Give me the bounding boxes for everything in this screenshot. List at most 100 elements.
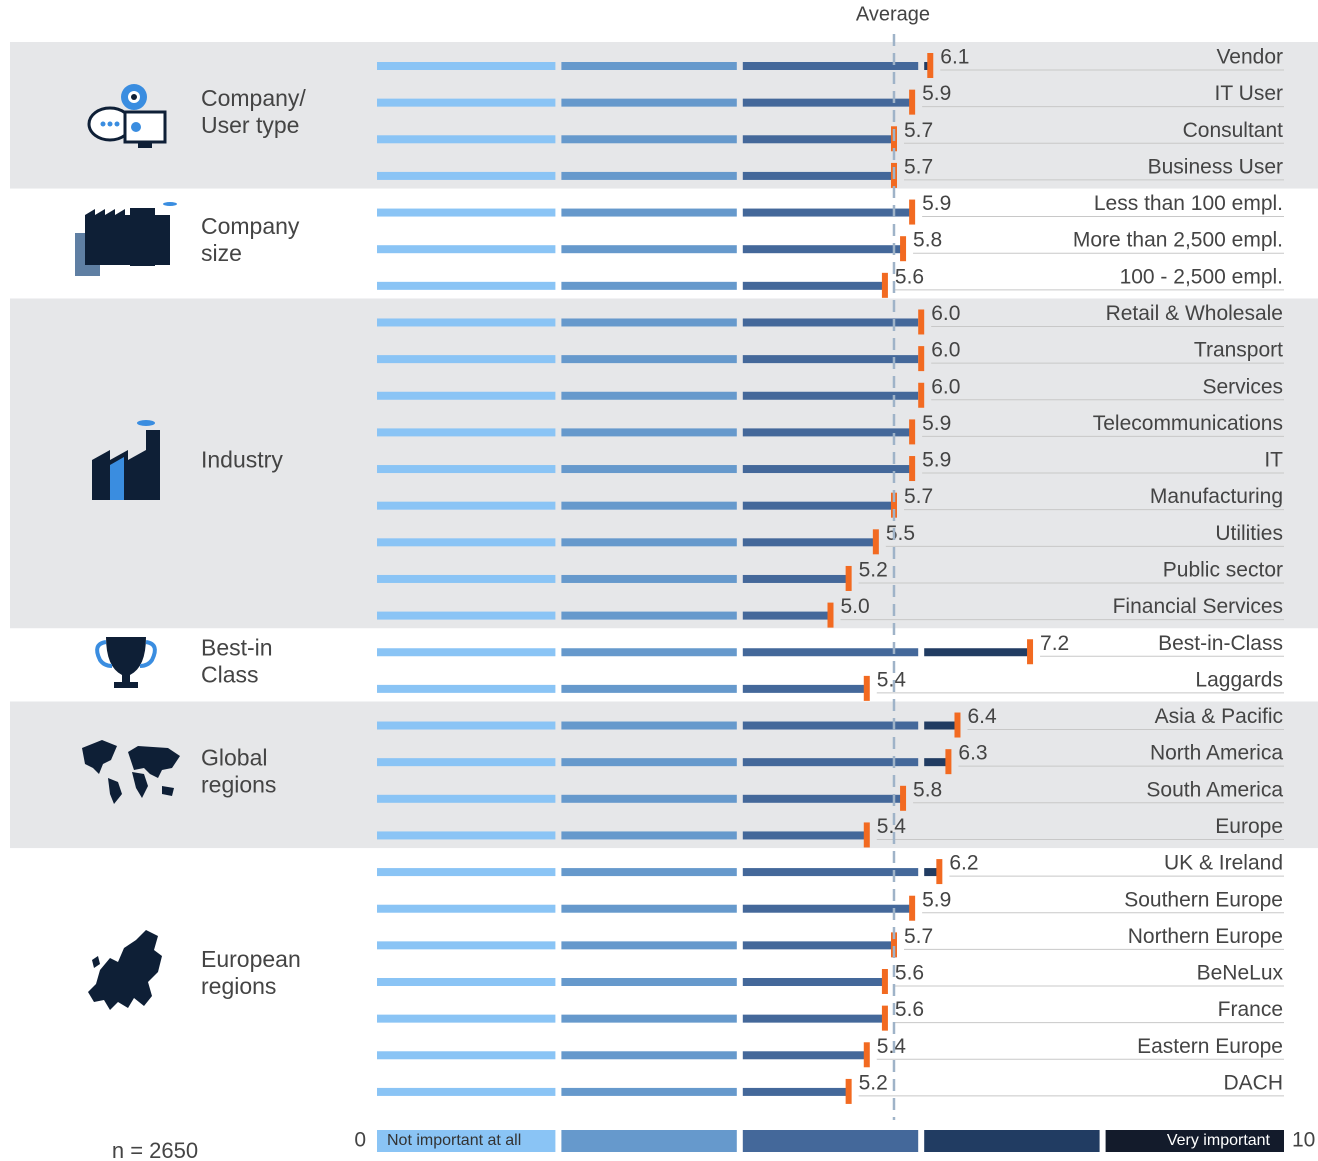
x-tick-label: 0 [354, 1129, 366, 1152]
bar-segment [377, 428, 556, 437]
category-label: Telecommunications [1093, 412, 1283, 435]
legend-label: Very important [1167, 1132, 1271, 1149]
bar-segment [377, 391, 556, 400]
bar-segment [742, 391, 919, 400]
bar-segment [377, 538, 556, 547]
bar-segment [561, 208, 737, 217]
value-label: 5.7 [904, 155, 933, 178]
category-label: Business User [1148, 155, 1283, 178]
category-label: Financial Services [1113, 595, 1283, 618]
bar-segment [377, 648, 556, 657]
bar-segment [742, 538, 876, 547]
bar-segment [377, 1014, 556, 1023]
note: n = 2650 [112, 1138, 198, 1161]
bar [377, 868, 940, 877]
category-label: Asia & Pacific [1155, 705, 1283, 728]
bar-segment [377, 868, 556, 877]
legend-label: Not important at all [387, 1132, 521, 1149]
group-label: regions [201, 973, 276, 999]
icon-industry [92, 420, 160, 500]
value-marker [863, 822, 870, 848]
value-marker [909, 456, 916, 482]
bar [377, 978, 885, 986]
bar [377, 648, 1031, 657]
category-label: France [1218, 998, 1283, 1021]
bar-segment [377, 794, 556, 803]
bar-segment [742, 465, 913, 474]
bar-segment [561, 794, 737, 803]
bar [377, 904, 913, 913]
group-label: Class [201, 661, 259, 687]
category-label: Northern Europe [1128, 925, 1283, 948]
group-label: European [201, 946, 301, 972]
value-label: 5.8 [913, 229, 942, 252]
value-marker [890, 492, 897, 518]
value-marker [909, 199, 916, 225]
value-label: 5.4 [877, 815, 907, 838]
value-label: 5.0 [841, 595, 870, 618]
bar [377, 538, 876, 547]
bar-segment [377, 1051, 556, 1060]
category-label: DACH [1223, 1071, 1283, 1094]
bar-segment [561, 831, 737, 840]
value-label: 5.2 [859, 559, 888, 582]
value-label: 5.6 [895, 962, 924, 985]
bar-segment [377, 355, 556, 364]
bar-segment [377, 318, 556, 327]
bar-segment [742, 684, 867, 693]
bar-segment [742, 868, 919, 877]
group-label: Company/ [201, 85, 306, 111]
value-label: 6.0 [931, 302, 960, 325]
bar-segment [561, 465, 737, 474]
bar-segment [561, 941, 737, 950]
value-label: 6.0 [931, 339, 960, 362]
bar-segment [924, 868, 940, 877]
bar-segment [742, 171, 894, 180]
value-marker [845, 1078, 852, 1104]
icon-europe [88, 930, 162, 1010]
bar [377, 135, 894, 144]
bar [377, 171, 894, 180]
value-label: 5.6 [895, 998, 924, 1021]
category-label: Manufacturing [1150, 485, 1283, 508]
value-label: 6.0 [931, 375, 960, 398]
value-marker [900, 785, 907, 811]
value-marker [863, 1042, 870, 1068]
bar-segment [742, 318, 919, 327]
category-label: Laggards [1195, 668, 1283, 691]
bar-segment [377, 721, 556, 730]
value-marker [927, 53, 934, 78]
bar [377, 1087, 849, 1096]
bar-segment [377, 611, 556, 620]
group-label: Industry [201, 446, 283, 472]
value-marker [845, 565, 852, 591]
value-marker [918, 309, 925, 335]
bar-segment [561, 1087, 737, 1096]
value-label: 5.7 [904, 119, 933, 142]
value-label: 5.8 [913, 778, 942, 801]
bar [377, 318, 919, 327]
category-label: BeNeLux [1197, 962, 1284, 985]
bar-segment [377, 904, 556, 913]
bar-segment [924, 648, 1031, 657]
bar-segment [561, 62, 737, 70]
category-label: Less than 100 empl. [1094, 192, 1283, 215]
category-label: Consultant [1183, 119, 1284, 142]
category-label: Transport [1194, 339, 1283, 362]
bar-segment [742, 135, 894, 144]
group-label: User type [201, 112, 299, 138]
bar-segment [742, 758, 919, 767]
bar-segment [377, 501, 556, 510]
bar-segment [561, 684, 737, 693]
bar-segment [742, 245, 904, 254]
bar-segment [742, 1087, 849, 1096]
value-label: 5.2 [859, 1071, 888, 1094]
bar-segment [561, 281, 737, 290]
legend-swatch [924, 1130, 1100, 1152]
value-marker [945, 749, 952, 775]
bar-segment [561, 648, 737, 657]
bar-segment [561, 868, 737, 877]
bar-segment [561, 611, 737, 620]
value-label: 5.5 [886, 522, 915, 545]
